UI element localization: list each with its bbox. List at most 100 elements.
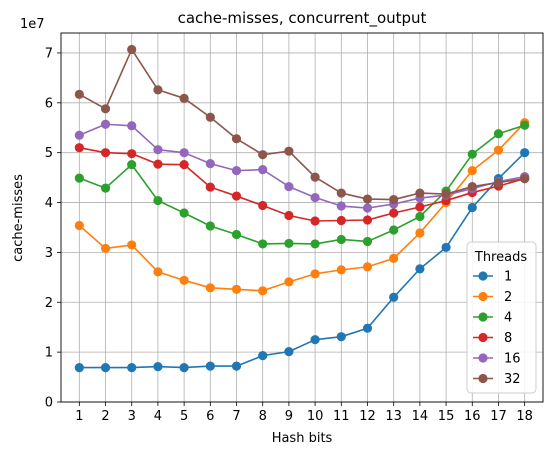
x-tick-label: 11 [333,409,350,424]
data-point [231,284,242,294]
data-point [153,159,163,169]
series-1 [74,148,530,373]
series-line-2 [78,122,526,292]
data-point [310,269,320,279]
data-point [205,159,215,169]
x-tick-label: 12 [359,409,376,424]
data-point [310,172,320,182]
legend-label: 4 [504,311,512,326]
y-tick-label: 2 [45,296,53,311]
data-point [74,173,84,183]
data-point [231,166,242,176]
data-point [231,361,242,371]
data-point [74,220,84,231]
data-point [258,150,268,160]
legend-label: 16 [504,352,521,367]
legend-items: 1 2 4 8 16 32 [473,270,521,387]
data-point [100,104,111,114]
data-point [127,44,137,55]
y-axis-multiplier: 1e7 [20,17,45,32]
legend-marker [478,332,488,343]
x-tick-label: 14 [412,409,429,424]
data-point [100,362,111,373]
data-point [362,236,373,247]
x-tick-label: 18 [516,409,533,424]
data-point [284,347,294,357]
data-point [100,243,111,254]
y-tick-label: 7 [45,46,53,61]
x-tick-label: 2 [101,409,109,424]
data-point [415,188,425,198]
x-tick-label: 7 [232,409,240,424]
data-point [467,166,477,176]
y-tick-label: 3 [45,246,53,261]
data-point [441,242,451,253]
legend-item-1: 1 [473,270,512,285]
plot-frame [60,32,544,403]
data-point [153,267,163,277]
data-point [179,362,189,373]
data-point [362,194,373,204]
data-point [362,203,373,213]
data-point [310,239,320,249]
data-point [153,361,163,372]
x-tick-label: 5 [180,409,188,424]
data-point [284,210,294,221]
legend: Threads 1 2 4 8 16 32 [466,241,537,394]
legend-title: Threads [474,250,527,265]
data-point [100,148,111,158]
data-point [336,265,346,275]
data-point [100,183,111,193]
legend-label: 8 [504,331,512,346]
data-point [74,130,84,140]
y-tick-label: 4 [45,196,53,211]
data-point [74,362,84,373]
data-point [336,201,346,211]
data-point [205,221,215,231]
x-tick-label: 1 [75,409,83,424]
x-tick-label: 13 [385,409,402,424]
data-point [362,323,373,333]
y-axis-label: cache-misses [11,174,26,262]
data-point [520,148,530,158]
data-point [127,160,137,170]
legend-marker [478,353,488,363]
data-point [520,120,530,130]
data-point [205,182,215,192]
data-point [415,202,425,212]
data-point [310,216,320,226]
data-point [336,215,346,226]
data-point [284,238,294,249]
data-point [389,194,399,205]
data-point [100,119,111,129]
data-point [336,188,346,198]
data-point [284,277,294,287]
legend-marker [478,271,488,281]
data-point [362,262,373,272]
data-point [493,145,504,155]
legend-marker [478,373,488,384]
data-point [389,253,399,263]
data-point [179,275,189,285]
legend-item-32: 32 [473,372,521,387]
data-point [258,239,268,249]
data-point [205,283,215,293]
data-point [231,134,242,144]
data-point [179,160,189,170]
data-point [127,121,137,131]
data-point [493,177,504,188]
data-point [284,146,294,156]
data-point [153,85,163,95]
series-group [74,44,530,373]
y-tick-label: 5 [45,146,53,161]
data-point [467,202,477,213]
x-tick-label: 10 [307,409,324,424]
data-point [467,181,477,192]
data-point [127,362,137,373]
legend-label: 2 [504,290,512,305]
data-point [336,234,346,245]
data-point [179,208,189,218]
data-point [467,149,477,159]
data-point [362,215,373,225]
